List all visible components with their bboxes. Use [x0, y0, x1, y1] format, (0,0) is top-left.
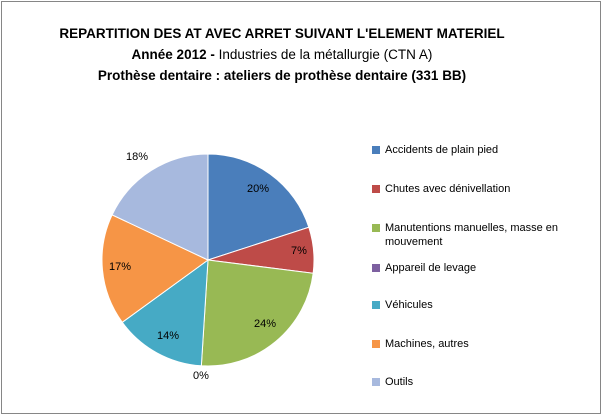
legend-swatch [372, 185, 380, 193]
pie-slice-label: 14% [157, 330, 179, 342]
chart-title-line-1: REPARTITION DES AT AVEC ARRET SUIVANT L'… [59, 26, 505, 41]
pie-slice [101, 214, 209, 324]
legend-swatch [372, 224, 380, 232]
legend-swatch [372, 340, 380, 348]
legend-label: Manutentions manuelles, masse en mouveme… [385, 222, 559, 248]
legend-label: Chutes avec dénivellation [385, 183, 511, 195]
pie-slice [207, 153, 310, 261]
pie-slice [121, 258, 209, 367]
chart-title-year: Année 2012 - [131, 47, 219, 62]
pie-slice [111, 153, 209, 261]
pie-slice-label: 17% [109, 261, 131, 273]
pie-slice-label: 20% [247, 183, 269, 195]
legend-label: Outils [385, 376, 414, 388]
pie-slice-label: 24% [254, 318, 276, 330]
pie-slice-label: 7% [291, 245, 307, 257]
pie-slice-label: 0% [193, 370, 209, 382]
chart-title-sector: Industries de la métallurgie (CTN A) [218, 47, 433, 62]
legend-swatch [372, 378, 380, 386]
legend-swatch [372, 264, 380, 272]
legend-label: Véhicules [385, 299, 433, 311]
chart-title-line-2: Année 2012 - Industries de la métallurgi… [2, 47, 562, 62]
legend-swatch [372, 301, 380, 309]
legend-label: Machines, autres [385, 338, 469, 350]
legend-swatch [372, 146, 380, 154]
legend-label: Appareil de levage [385, 262, 477, 274]
legend-label: Accidents de plain pied [385, 144, 499, 156]
pie-slice [200, 259, 314, 367]
pie-slice-label: 18% [126, 151, 148, 163]
chart-title-line-3: Prothèse dentaire : ateliers de prothèse… [97, 68, 467, 83]
